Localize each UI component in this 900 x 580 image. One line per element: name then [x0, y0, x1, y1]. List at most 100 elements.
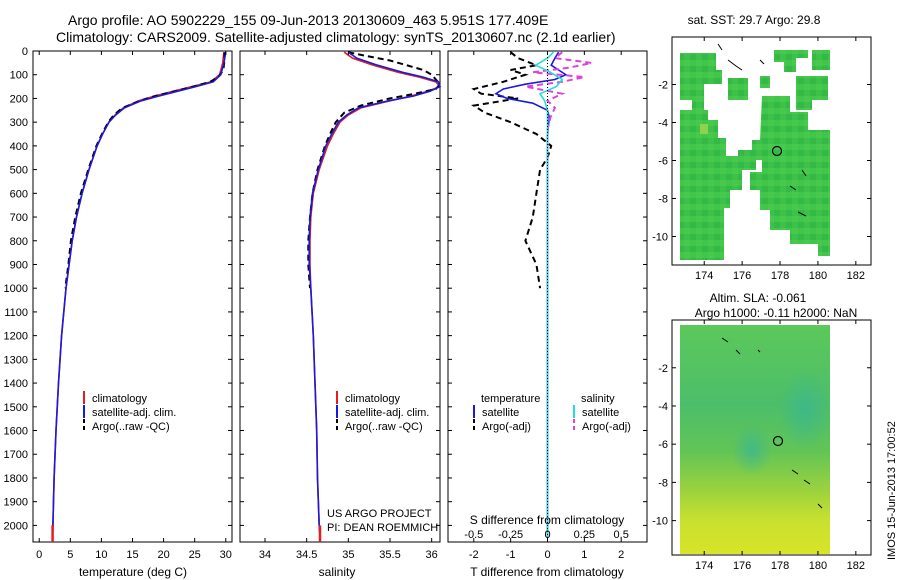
- x-tick-label: 35: [342, 549, 354, 561]
- temperature-legend: climatology satellite-adj. clim. Argo(..…: [83, 391, 176, 433]
- legend-header-salinity: salinity: [581, 393, 615, 405]
- map-y-tick-label: -10: [652, 232, 668, 244]
- sst-map-title: sat. SST: 29.7 Argo: 29.8: [688, 13, 821, 27]
- climatology-line: [51, 52, 225, 538]
- s-diff-tick-label: 0: [544, 529, 550, 541]
- map-x-tick-label: 174: [695, 270, 713, 282]
- legend-satellite: satellite-adj. clim.: [92, 407, 176, 419]
- salinity-curves: [307, 51, 442, 542]
- satellite-adj-clim-line: [308, 51, 441, 538]
- coastline-fragment: [717, 43, 807, 217]
- legend-climatology: climatology: [345, 393, 401, 405]
- depth-tick-label: 1800: [4, 473, 28, 485]
- coastline-fragment: [721, 337, 823, 509]
- t-argo-adj-line: [471, 51, 553, 289]
- legend-climatology: climatology: [92, 393, 148, 405]
- sla-map-ticks: 174 176 178 180 182 -2 -4 -6 -8 -10: [652, 320, 871, 572]
- x-tick-label: 30: [220, 549, 232, 561]
- depth-tick-label: 500: [10, 165, 28, 177]
- map-y-tick-label: -6: [658, 439, 668, 451]
- legend-argo: Argo(..raw -QC): [345, 421, 423, 433]
- x-tick-label: 0: [36, 549, 42, 561]
- depth-tick-label: 900: [10, 259, 28, 271]
- t-difference-axis-label: T difference from climatology: [470, 565, 624, 579]
- salinity-legend: climatology satellite-adj. clim. Argo(..…: [336, 391, 429, 433]
- map-y-tick-label: -8: [658, 194, 668, 206]
- depth-tick-label: 1500: [4, 402, 28, 414]
- legend-t-satellite: satellite: [482, 407, 519, 419]
- sst-map: [671, 36, 872, 266]
- x-tick-label: 2: [618, 549, 624, 561]
- s-difference-axis-label: S difference from climatology: [470, 513, 625, 527]
- sla-map: [671, 319, 872, 556]
- depth-tick-label: 2000: [4, 520, 28, 532]
- depth-tick-label: 800: [10, 236, 28, 248]
- argo-position-marker: [772, 435, 784, 447]
- x-tick-label: 0: [544, 549, 550, 561]
- legend-s-satellite: satellite: [582, 407, 619, 419]
- difference-legend: temperature salinity satellite Argo(-adj…: [473, 393, 631, 433]
- temperature-curves: [51, 52, 227, 542]
- depth-tick-label: 200: [10, 93, 28, 105]
- argo-raw-qc-line: [307, 51, 442, 289]
- x-tick-label: 10: [95, 549, 107, 561]
- depth-tick-label: 1700: [4, 449, 28, 461]
- depth-tick-label: 700: [10, 212, 28, 224]
- s-argo-adj-line: [525, 51, 592, 289]
- map-y-tick-label: -2: [658, 80, 668, 92]
- project-annotation: US ARGO PROJECT: [327, 508, 432, 520]
- sla-low-anomaly: [732, 424, 772, 476]
- map-x-tick-label: 176: [733, 270, 751, 282]
- map-x-tick-label: 178: [771, 270, 789, 282]
- sla-low-anomaly: [779, 370, 831, 450]
- map-x-tick-label: 178: [771, 560, 789, 572]
- legend-s-argo: Argo(-adj): [582, 421, 631, 433]
- map-x-tick-label: 174: [695, 560, 713, 572]
- map-x-tick-label: 182: [847, 270, 865, 282]
- legend-satellite: satellite-adj. clim.: [345, 407, 429, 419]
- depth-tick-label: 1300: [4, 354, 28, 366]
- depth-tick-label: 1600: [4, 426, 28, 438]
- legend-header-temperature: temperature: [481, 393, 540, 405]
- x-tick-label: -1: [506, 549, 516, 561]
- difference-curves: [471, 51, 592, 542]
- depth-tick-label: 600: [10, 188, 28, 200]
- temperature-plot-frame: [32, 50, 233, 543]
- map-x-tick-label: 176: [733, 560, 751, 572]
- depth-tick-label: 400: [10, 141, 28, 153]
- x-tick-label: 1: [581, 549, 587, 561]
- satellite-adj-clim-line: [51, 52, 227, 538]
- argo-raw-qc-line: [64, 52, 226, 289]
- sst-field: [680, 50, 830, 260]
- t-satellite-line: [494, 51, 568, 538]
- map-y-tick-label: -2: [658, 363, 668, 375]
- x-tick-label: 20: [157, 549, 169, 561]
- pi-annotation: PI: DEAN ROEMMICH: [327, 522, 438, 534]
- map-x-tick-label: 180: [809, 560, 827, 572]
- depth-tick-label: 1400: [4, 378, 28, 390]
- map-y-tick-label: -6: [658, 156, 668, 168]
- temperature-axis-label: temperature (deg C): [79, 565, 187, 579]
- map-y-tick-label: -10: [652, 516, 668, 528]
- s-diff-tick-label: 0.25: [574, 529, 595, 541]
- depth-tick-label: 0: [22, 46, 28, 58]
- x-tick-label: 36: [426, 549, 438, 561]
- imos-watermark: IMOS 15-Jun-2013 17:00:52: [886, 421, 898, 560]
- header-line-1: Argo profile: AO 5902229_155 09-Jun-2013…: [68, 12, 548, 28]
- x-tick-label: 5: [67, 549, 73, 561]
- s-diff-tick-label: -0.5: [464, 529, 483, 541]
- depth-tick-label: 1000: [4, 283, 28, 295]
- axes-ticks: 0 5 10 15 20 25 30 34 34.5 35 35.5 36 -2 -1 0 1 2 -0.5 -0.…: [33, 50, 647, 561]
- climatology-line: [309, 51, 442, 538]
- depth-tick-label: 300: [10, 117, 28, 129]
- x-tick-label: 25: [189, 549, 201, 561]
- sst-map-ticks: 174 176 178 180 182 -2 -4 -6 -8 -10: [652, 37, 871, 282]
- legend-t-argo: Argo(-adj): [482, 421, 531, 433]
- depth-tick-label: 1100: [4, 307, 28, 319]
- argo-position-marker: [771, 145, 783, 157]
- depth-tick-label: 1200: [4, 331, 28, 343]
- x-tick-label: 15: [126, 549, 138, 561]
- map-x-tick-label: 182: [847, 560, 865, 572]
- warm-patch: [700, 124, 708, 134]
